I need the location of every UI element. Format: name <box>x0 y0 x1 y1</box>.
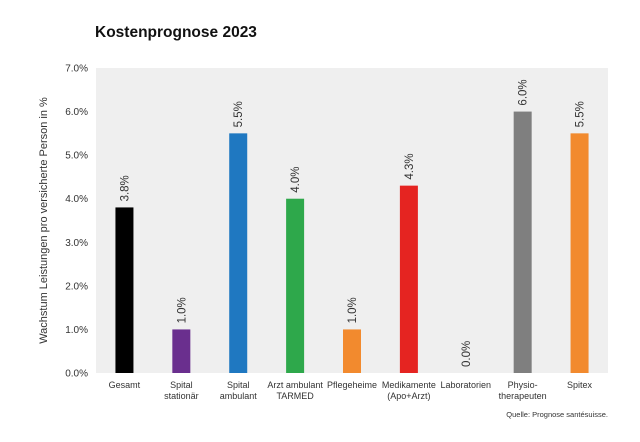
x-tick-label: Medikamente <box>382 380 436 390</box>
y-tick-label: 5.0% <box>65 151 88 162</box>
x-tick-label: Spital <box>227 380 250 390</box>
bar <box>399 185 418 373</box>
data-label: 0.0% <box>461 341 473 367</box>
y-tick-label: 4.0% <box>65 194 88 205</box>
y-tick-label: 2.0% <box>65 281 88 292</box>
x-tick-label: stationär <box>164 391 199 401</box>
y-tick-label: 1.0% <box>65 325 88 336</box>
x-tick-label: Arzt ambulant <box>267 380 323 390</box>
bar <box>229 133 248 373</box>
y-tick-label: 0.0% <box>65 369 88 380</box>
data-label: 4.0% <box>290 166 302 192</box>
x-tick-label: Spitex <box>567 380 593 390</box>
x-tick-label: (Apo+Arzt) <box>387 391 430 401</box>
source-note: Quelle: Prognose santésuisse. <box>506 410 608 419</box>
data-label: 5.5% <box>233 101 245 127</box>
data-label: 1.0% <box>347 297 359 323</box>
data-label: 4.3% <box>404 153 416 179</box>
x-tick-label: Pflegeheime <box>327 380 377 390</box>
x-tick-label: Spital <box>170 380 193 390</box>
bar <box>115 207 134 373</box>
x-tick-label: ambulant <box>220 391 258 401</box>
x-tick-label: Physio- <box>508 380 538 390</box>
data-label: 5.5% <box>575 101 587 127</box>
x-tick-label: TARMED <box>276 391 314 401</box>
y-tick-label: 3.0% <box>65 238 88 249</box>
x-tick-label: Laboratorien <box>441 380 492 390</box>
bar <box>172 329 191 373</box>
x-tick-label: Gesamt <box>109 380 141 390</box>
bar <box>570 133 589 373</box>
x-tick-label: therapeuten <box>499 391 547 401</box>
y-tick-label: 7.0% <box>65 64 88 75</box>
bar <box>343 329 361 373</box>
y-axis-label: Wachstum Leistungen pro versicherte Pers… <box>38 97 50 344</box>
data-label: 3.8% <box>119 175 131 201</box>
chart-title: Kostenprognose 2023 <box>95 24 257 41</box>
bar <box>513 111 532 374</box>
bar <box>286 198 305 373</box>
data-label: 6.0% <box>518 79 530 105</box>
data-label: 1.0% <box>176 297 188 323</box>
y-tick-label: 6.0% <box>65 107 88 118</box>
